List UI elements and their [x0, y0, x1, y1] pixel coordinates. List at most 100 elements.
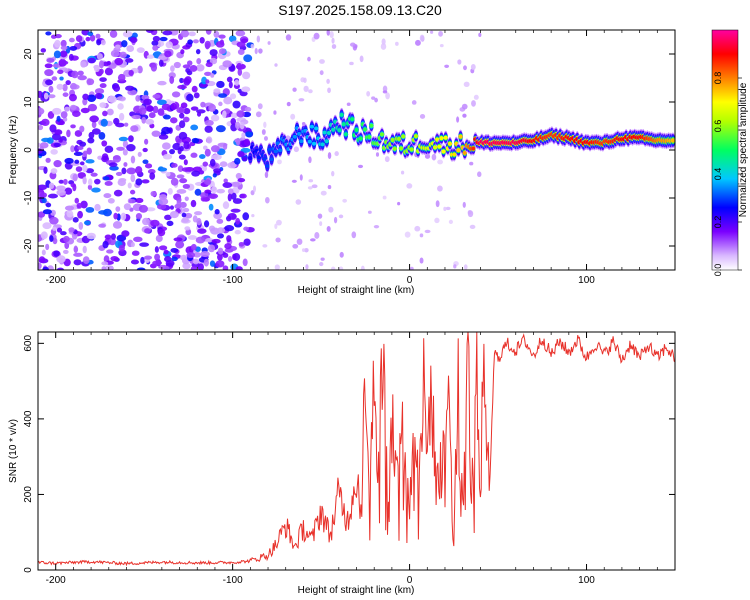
- speckle-blob: [263, 136, 268, 141]
- noise-blob: [238, 241, 245, 247]
- noise-blob: [48, 182, 55, 190]
- ridge-cell: [320, 142, 325, 147]
- noise-blob: [91, 187, 101, 193]
- noise-blob: [41, 118, 50, 127]
- noise-blob: [213, 168, 222, 173]
- noise-blob: [228, 81, 233, 89]
- noise-blob: [182, 262, 191, 270]
- noise-blob: [135, 212, 143, 220]
- noise-blob: [205, 238, 214, 243]
- noise-blob: [158, 197, 169, 206]
- noise-blob: [53, 142, 61, 148]
- noise-blob: [154, 253, 161, 261]
- ridge-cell: [432, 145, 438, 150]
- noise-blob: [77, 70, 84, 76]
- noise-blob: [178, 131, 188, 140]
- noise-blob: [172, 142, 182, 151]
- ridge-cell: [451, 152, 457, 157]
- noise-blob: [68, 227, 75, 233]
- noise-blob: [195, 49, 201, 55]
- noise-blob: [196, 58, 202, 65]
- ridge-cell: [343, 132, 349, 137]
- noise-blob: [215, 40, 225, 48]
- colorbar: 0.0 0.2 0.4 0.6 0.8 Normalized spectral ampl…: [711, 29, 749, 276]
- noise-blob: [179, 120, 186, 129]
- noise-blob: [222, 182, 233, 188]
- noise-blob: [204, 119, 214, 126]
- noise-blob: [85, 36, 91, 42]
- noise-blob: [125, 58, 134, 63]
- noise-blob: [41, 137, 51, 143]
- speckle-blob: [346, 102, 351, 106]
- top-ytick-label: 20: [23, 48, 34, 60]
- bottom-axes: -200 -100 0 100 0 200 400 600: [23, 332, 675, 586]
- noise-blob: [165, 171, 171, 177]
- speckle-blob: [317, 213, 323, 219]
- noise-blob: [101, 140, 108, 147]
- top-xtick-label: -200: [46, 275, 66, 286]
- noise-blob: [237, 48, 245, 55]
- noise-blob: [39, 142, 49, 149]
- noise-blob: [235, 266, 243, 270]
- bottom-ytick-label: 400: [23, 410, 34, 427]
- noise-blob: [82, 150, 88, 157]
- noise-blob: [127, 182, 132, 189]
- noise-blob: [58, 179, 64, 184]
- noise-blob: [86, 78, 95, 86]
- noise-blob: [138, 107, 147, 115]
- noise-blob: [87, 57, 96, 64]
- noise-blob: [162, 153, 173, 160]
- colorbar-tick-label: 0.6: [713, 120, 723, 133]
- ridge-cell: [398, 146, 404, 151]
- noise-blob: [158, 134, 169, 140]
- bottom-ylabel: SNR (10 * v/v): [8, 419, 19, 483]
- noise-blob: [152, 260, 163, 266]
- noise-blob: [54, 39, 61, 48]
- noise-blob: [213, 211, 223, 220]
- noise-blob: [130, 174, 136, 183]
- speckle-blob: [430, 30, 434, 34]
- noise-blob: [74, 130, 83, 137]
- noise-blob: [83, 220, 91, 226]
- noise-blob: [216, 227, 226, 234]
- noise-blob: [62, 249, 69, 254]
- noise-blob: [186, 70, 193, 76]
- noise-blob: [47, 193, 58, 199]
- noise-blob: [190, 243, 197, 251]
- noise-blob: [149, 172, 156, 180]
- noise-blob: [79, 161, 85, 166]
- speckle-blob: [419, 34, 425, 42]
- noise-blob: [126, 167, 137, 175]
- noise-blob: [117, 103, 124, 110]
- noise-blob: [189, 65, 198, 72]
- noise-blob: [196, 217, 202, 226]
- noise-blob: [89, 115, 99, 123]
- speckle-blob: [385, 92, 390, 100]
- speckle-blob: [439, 43, 444, 48]
- speckle-blob: [320, 190, 327, 196]
- noise-blob: [227, 188, 234, 195]
- noise-blob: [230, 208, 241, 213]
- noise-blob: [209, 57, 218, 65]
- noise-blob: [241, 132, 246, 139]
- noise-blob: [60, 50, 68, 58]
- noise-blob: [77, 145, 84, 150]
- noise-blob: [50, 149, 58, 155]
- noise-blob: [177, 165, 184, 173]
- speckle-blob: [311, 184, 318, 189]
- noise-blob: [150, 63, 158, 72]
- speckle-blob: [291, 179, 297, 183]
- noise-blob: [130, 189, 136, 195]
- noise-blob: [135, 178, 143, 186]
- speckle-blob: [382, 195, 387, 200]
- noise-blob: [119, 51, 127, 59]
- noise-blob: [211, 238, 221, 244]
- speckle-blob: [262, 244, 268, 248]
- speckle-blob: [470, 64, 476, 71]
- speckle-blob: [431, 153, 437, 161]
- noise-blob: [68, 37, 75, 43]
- noise-blob: [63, 235, 70, 243]
- noise-blob: [180, 30, 190, 38]
- ridge-cell: [307, 139, 312, 144]
- speckle-blob: [304, 248, 309, 253]
